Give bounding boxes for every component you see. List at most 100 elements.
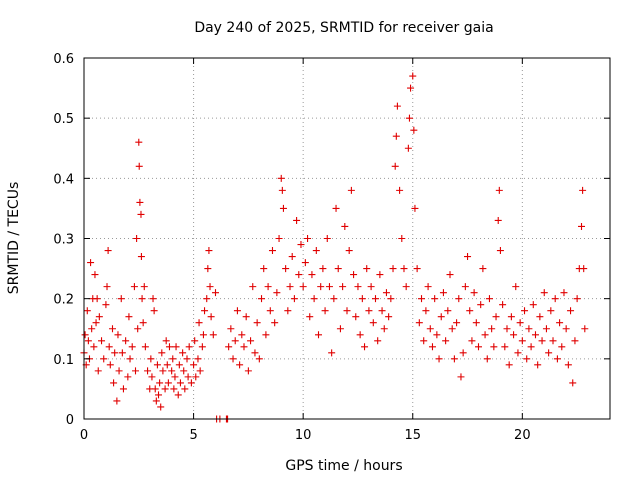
data-point [225,343,233,351]
data-point [133,235,141,242]
data-point [92,319,100,327]
data-point [209,331,217,339]
data-point [308,271,316,279]
data-point [336,325,344,333]
data-point [345,247,353,255]
data-point [382,289,390,297]
data-point [299,283,307,291]
data-point [516,319,524,327]
data-point [147,355,155,363]
data-point [499,301,507,309]
data-point [387,295,395,303]
y-tick-label: 0.2 [53,293,74,308]
data-point [138,295,146,303]
data-point [341,222,349,230]
y-tick-label: 0.1 [53,353,74,368]
data-point [95,313,103,321]
data-point [179,349,187,357]
data-point [523,355,531,363]
data-point [369,319,377,327]
data-point [551,295,559,303]
data-point [194,355,202,363]
data-point [87,259,95,267]
data-point [171,373,179,381]
y-tick-label: 0.6 [53,52,74,67]
data-point [279,204,287,212]
y-tick-label: 0.3 [53,233,74,248]
data-point [490,343,498,351]
data-point [581,325,589,333]
data-point [332,204,340,212]
data-point [132,367,140,375]
data-point [153,361,161,369]
data-point [253,319,261,327]
data-point [185,343,193,351]
data-point [389,265,397,273]
data-point [514,349,522,357]
data-point [293,216,301,224]
data-point [236,361,244,369]
data-point [181,385,189,393]
x-tick-label: 5 [189,428,197,443]
data-point [249,283,257,291]
data-point [503,325,511,333]
data-point [558,343,566,351]
data-point [134,325,142,333]
data-point [151,385,159,393]
data-point [268,247,276,255]
data-point [325,283,333,291]
data-point [461,283,469,291]
chart-title: Day 240 of 2025, SRMTID for receiver gai… [194,20,493,36]
data-point [176,379,184,387]
data-point [457,373,465,381]
data-point [323,235,331,242]
x-tick-label: 15 [404,428,421,443]
data-point [446,271,454,279]
data-point [365,307,373,315]
data-point [137,210,145,218]
data-point [81,331,89,339]
data-point [468,337,476,345]
data-point [350,271,358,279]
data-point [277,174,285,182]
y-tick-label: 0 [66,413,74,428]
data-point [297,241,305,249]
data-point [424,283,432,291]
data-point [159,367,167,375]
data-point [114,331,122,339]
data-point [144,367,152,375]
data-point [418,295,426,303]
data-point [378,307,386,315]
data-point [579,186,587,194]
data-point [483,355,491,363]
x-axis-label: GPS time / hours [285,458,402,474]
data-point [102,301,110,309]
data-point [266,307,274,315]
data-point [275,235,283,242]
data-point [168,367,176,375]
data-point [126,355,134,363]
data-point [264,283,272,291]
data-point [518,337,526,345]
data-point [411,204,419,212]
data-point [84,337,92,345]
data-point [161,385,169,393]
tick-labels: 0 0.1 0.2 0.3 0.4 0.5 0.6 0 5 10 15 20 [53,52,530,443]
data-point [567,307,575,315]
data-point [240,343,248,351]
data-point [374,337,382,345]
data-point [110,379,118,387]
data-point [233,307,241,315]
data-points [80,72,589,423]
data-point [330,295,338,303]
data-point [380,325,388,333]
data-point [435,355,443,363]
data-point [295,271,303,279]
data-point [444,307,452,315]
data-point [521,307,529,315]
data-point [124,373,132,381]
data-point [420,337,428,345]
data-point [534,361,542,369]
data-point [196,367,204,375]
data-point [571,337,579,345]
